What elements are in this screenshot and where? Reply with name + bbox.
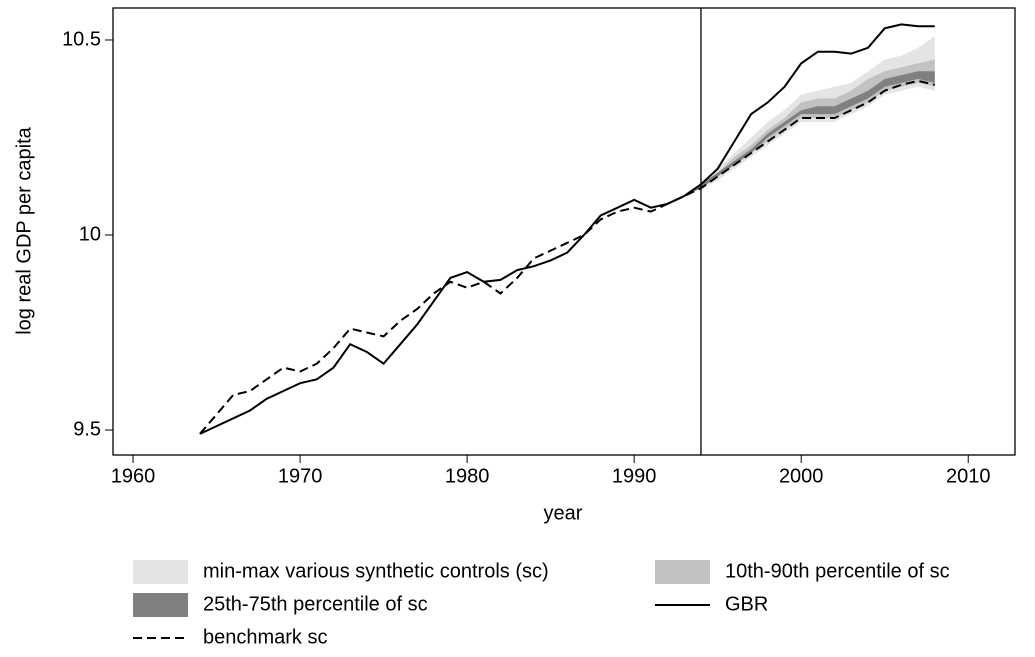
- legend-swatch: [133, 560, 188, 584]
- x-tick-label: 1960: [111, 465, 156, 487]
- x-tick-label: 2010: [946, 465, 991, 487]
- legend-label: 25th-75th percentile of sc: [203, 593, 428, 615]
- plot-frame: [112, 7, 1016, 456]
- y-tick-label: 10.5: [62, 28, 101, 50]
- legend-label: 10th-90th percentile of sc: [725, 560, 950, 582]
- legend-swatch: [655, 560, 710, 584]
- x-tick-label: 1980: [445, 465, 490, 487]
- legend-label: benchmark sc: [203, 626, 328, 648]
- line: [199, 23, 935, 435]
- line: [199, 79, 936, 435]
- legend-label: min-max various synthetic controls (sc): [203, 560, 549, 582]
- y-tick-label: 10: [79, 223, 101, 245]
- y-axis-title: log real GDP per capita: [13, 126, 35, 334]
- legend-swatch: [133, 593, 188, 617]
- legend-label: GBR: [725, 593, 768, 615]
- x-tick-label: 2000: [779, 465, 824, 487]
- x-axis-title: year: [544, 502, 583, 524]
- x-tick-label: 1990: [612, 465, 657, 487]
- x-tick-label: 1970: [278, 465, 323, 487]
- y-tick-label: 9.5: [73, 418, 101, 440]
